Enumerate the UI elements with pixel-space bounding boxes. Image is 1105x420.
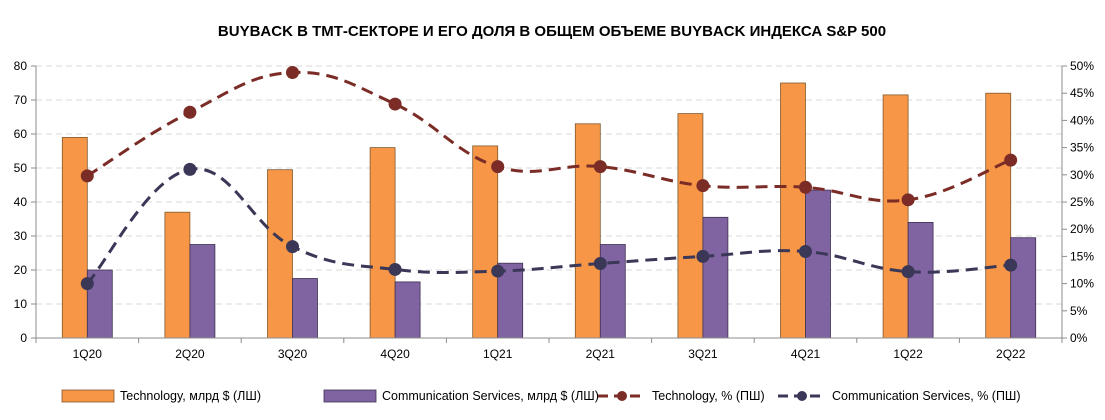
bar (394, 281, 421, 339)
x-tick-label: 2Q20 (175, 347, 205, 361)
bar (189, 244, 216, 339)
line-marker (696, 179, 710, 193)
legend-swatch (61, 389, 115, 403)
line-marker (491, 264, 505, 278)
bar (292, 278, 318, 339)
right-tick-label: 5% (1070, 304, 1088, 318)
bar (805, 189, 831, 339)
right-tick-label: 20% (1070, 222, 1094, 236)
bars-layer (61, 82, 1037, 339)
x-tick-label: 2Q21 (586, 347, 616, 361)
line-marker (799, 180, 812, 194)
right-tick-label: 0% (1070, 331, 1088, 345)
x-tick-label: 2Q22 (996, 347, 1026, 361)
left-tick-label: 80 (14, 59, 28, 73)
legend-label: Technology, млрд $ (ЛШ) (120, 389, 261, 403)
left-tick-label: 20 (14, 263, 28, 277)
line-marker (593, 256, 607, 270)
right-tick-label: 45% (1070, 86, 1094, 100)
bar (86, 269, 113, 339)
left-tick-label: 70 (14, 93, 28, 107)
bar (985, 92, 1012, 339)
legend-swatch (323, 389, 377, 403)
right-tick-label: 10% (1070, 277, 1094, 291)
line-marker (183, 162, 197, 176)
line-marker (286, 240, 299, 254)
line-marker (1004, 153, 1018, 167)
line-marker (491, 160, 505, 174)
left-tick-label: 30 (14, 229, 28, 243)
line-marker (286, 66, 299, 80)
bar (1010, 237, 1037, 339)
right-tick-label: 35% (1070, 141, 1094, 155)
line-marker (80, 277, 94, 291)
line-marker (901, 193, 915, 207)
x-tick-label: 1Q22 (893, 347, 923, 361)
line-marker (80, 169, 94, 183)
lines-layer (80, 66, 1018, 291)
legend: Technology, млрд $ (ЛШ) Communication Ser… (61, 389, 1021, 403)
line-marker (388, 97, 402, 111)
legend-label: Communication Services, % (ПШ) (832, 389, 1021, 403)
x-tick-label: 1Q20 (73, 347, 103, 361)
legend-marker (617, 391, 627, 401)
series-line (86, 167, 1011, 285)
bar (907, 221, 934, 339)
x-tick-label: 4Q20 (380, 347, 410, 361)
x-tick-label: 3Q21 (688, 347, 718, 361)
x-tick-label: 1Q21 (483, 347, 513, 361)
line-marker (183, 105, 197, 119)
right-tick-label: 30% (1070, 168, 1094, 182)
line-marker (593, 160, 607, 174)
bar (780, 82, 806, 339)
left-tick-label: 0 (20, 331, 27, 345)
bar (267, 169, 293, 339)
left-tick-label: 50 (14, 161, 28, 175)
right-tick-label: 40% (1070, 113, 1094, 127)
line-marker (799, 245, 812, 259)
right-tick-label: 50% (1070, 59, 1094, 73)
line-marker (388, 262, 402, 276)
axes-layer: 0 10 20 30 40 50 60 70 80 0% 5% 10% 15% 20% 25% 30% 35% 4… (14, 59, 1095, 361)
x-tick-label: 3Q20 (278, 347, 308, 361)
series-line (86, 70, 1012, 203)
legend-marker (797, 391, 807, 401)
right-tick-label: 15% (1070, 249, 1094, 263)
bar (702, 216, 729, 339)
left-tick-label: 40 (14, 195, 28, 209)
legend-label: Communication Services, млрд $ (ЛШ) (382, 389, 599, 403)
left-tick-label: 10 (14, 297, 28, 311)
bar (574, 123, 601, 339)
x-tick-label: 4Q21 (791, 347, 821, 361)
bar (677, 113, 704, 339)
legend-label: Technology, % (ПШ) (652, 389, 765, 403)
line-marker (1004, 258, 1018, 272)
line-marker (696, 249, 710, 263)
line-marker (901, 265, 915, 279)
left-tick-label: 60 (14, 127, 28, 141)
right-tick-label: 25% (1070, 195, 1094, 209)
bar (882, 94, 909, 339)
bar (369, 147, 396, 339)
bar (164, 211, 191, 339)
chart-title: BUYBACK В ТМТ-СЕКТОРЕ И ЕГО ДОЛЯ В ОБЩЕМ… (218, 23, 886, 40)
bar (61, 136, 88, 339)
bar (472, 145, 499, 339)
